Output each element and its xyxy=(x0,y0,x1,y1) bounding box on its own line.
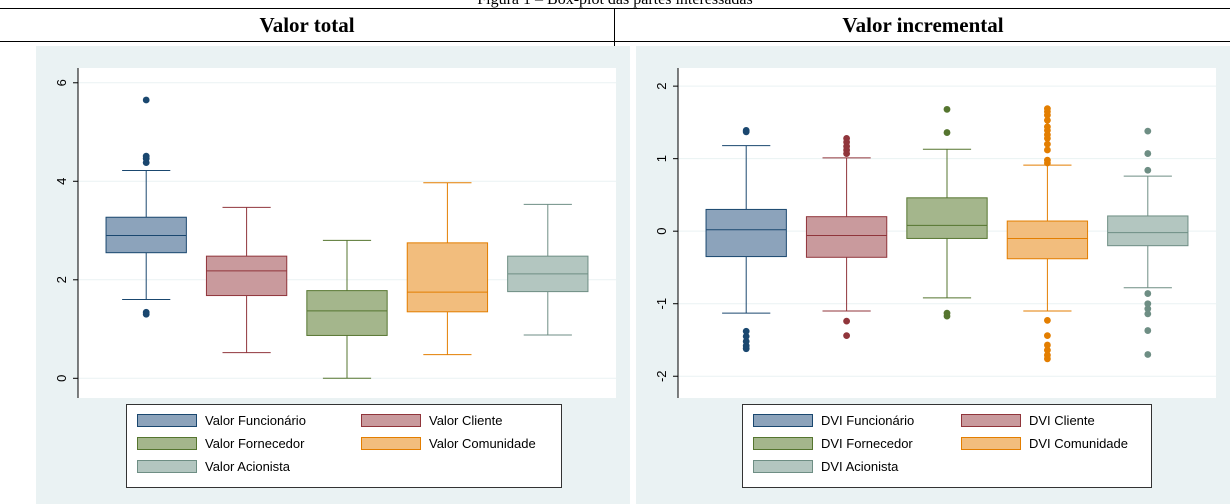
legend-swatch xyxy=(961,437,1021,450)
legend-label: DVI Cliente xyxy=(1029,413,1095,428)
box-dvi-acionista xyxy=(1107,127,1189,358)
outlier-point xyxy=(843,332,850,340)
outlier-point xyxy=(1144,150,1152,157)
legend-swatch xyxy=(137,437,197,450)
outlier-point xyxy=(1044,156,1051,164)
outlier-point xyxy=(843,317,850,325)
box-dvi-fornecedor xyxy=(906,105,988,320)
legend-swatch xyxy=(753,414,813,427)
y-tick-label: 4 xyxy=(54,178,69,185)
outlier-point xyxy=(1144,327,1152,334)
y-tick-label: -1 xyxy=(654,298,669,310)
legend-swatch xyxy=(137,460,197,473)
box-valor-funcion-rio xyxy=(105,96,187,318)
outlier-point xyxy=(1044,346,1051,354)
y-tick-label: 0 xyxy=(654,228,669,235)
outlier-point xyxy=(1144,166,1152,174)
outlier-point xyxy=(1144,300,1152,308)
outlier-point xyxy=(1044,316,1051,324)
legend-label: DVI Acionista xyxy=(821,459,899,474)
legend-swatch xyxy=(753,437,813,450)
outlier-point xyxy=(142,308,150,316)
box-iqr xyxy=(705,208,787,258)
y-tick-label: 6 xyxy=(54,79,69,86)
outlier-point xyxy=(943,129,951,136)
box-dvi-funcion-rio xyxy=(705,126,787,353)
box-iqr xyxy=(205,255,288,297)
legend-valor-total: Valor Funcionário Valor Cliente Valor Forn… xyxy=(126,404,562,488)
box-dvi-cliente xyxy=(805,134,888,340)
box-dvi-comunidade xyxy=(1006,105,1089,363)
y-tick-label: 2 xyxy=(654,83,669,90)
legend-valor-incremental: DVI Funcionário DVI Cliente DVI Fornecedor… xyxy=(742,404,1152,488)
legend-label: DVI Comunidade xyxy=(1029,436,1128,451)
outlier-point xyxy=(742,338,750,345)
box-valor-comunidade xyxy=(406,182,489,356)
boxplot-valor-incremental: -2 -1 0 1 2 xyxy=(654,68,1216,398)
boxplot-valor-total: 0 2 4 6 xyxy=(54,68,616,398)
y-tick-label: 0 xyxy=(54,375,69,382)
box-iqr xyxy=(406,242,489,313)
outlier-point xyxy=(742,126,750,134)
outlier-point xyxy=(1144,305,1152,313)
legend-label: Valor Funcionário xyxy=(205,413,306,428)
table-header-rule xyxy=(0,41,1230,42)
box-iqr xyxy=(805,216,888,258)
legend-label: DVI Fornecedor xyxy=(821,436,913,451)
legend-swatch xyxy=(137,414,197,427)
column-header-total: Valor total xyxy=(259,13,355,37)
outlier-point xyxy=(843,134,850,142)
legend-swatch xyxy=(361,437,421,450)
table-top-rule xyxy=(0,8,1230,9)
outlier-point xyxy=(1044,351,1051,359)
y-tick-label: -2 xyxy=(654,370,669,382)
outlier-point xyxy=(1044,332,1051,340)
y-tick-label: 2 xyxy=(54,276,69,283)
outlier-point xyxy=(943,309,951,317)
figure-caption: Figura 1 – Box-plot das partes interessa… xyxy=(0,0,1230,9)
legend-label: Valor Comunidade xyxy=(429,436,536,451)
outlier-point xyxy=(1144,290,1152,297)
box-valor-acionista xyxy=(507,203,589,336)
outlier-point xyxy=(1044,123,1051,131)
legend-label: DVI Funcionário xyxy=(821,413,915,428)
box-iqr xyxy=(306,290,388,336)
outlier-point xyxy=(1044,341,1051,349)
box-iqr xyxy=(1006,220,1089,260)
outlier-point xyxy=(1044,140,1051,148)
outlier-point xyxy=(142,152,150,160)
outlier-point xyxy=(943,105,951,113)
table-column-divider xyxy=(614,8,615,46)
outlier-point xyxy=(1044,116,1051,124)
box-valor-cliente xyxy=(205,206,288,354)
outlier-point xyxy=(1044,105,1051,113)
outlier-point xyxy=(742,327,750,335)
box-iqr xyxy=(1107,215,1189,247)
legend-label: Valor Acionista xyxy=(205,459,291,474)
y-tick-label: 1 xyxy=(654,155,669,162)
outlier-point xyxy=(1144,351,1152,358)
legend-swatch xyxy=(361,414,421,427)
legend-swatch xyxy=(961,414,1021,427)
outlier-point xyxy=(742,332,750,340)
legend-label: Valor Fornecedor xyxy=(205,436,305,451)
legend-label: Valor Cliente xyxy=(429,413,503,428)
outlier-point xyxy=(1144,127,1152,135)
outlier-point xyxy=(142,96,150,104)
box-valor-fornecedor xyxy=(306,239,388,379)
chart-panel-valor-incremental: -2 -1 0 1 2 DVI Funcionário DVI Cliente DVI Fo… xyxy=(636,46,1230,504)
column-header-incremental: Valor incremental xyxy=(842,13,1004,37)
box-iqr xyxy=(906,197,988,239)
outlier-point xyxy=(1044,146,1051,154)
outlier-point xyxy=(1144,310,1152,318)
legend-swatch xyxy=(753,460,813,473)
